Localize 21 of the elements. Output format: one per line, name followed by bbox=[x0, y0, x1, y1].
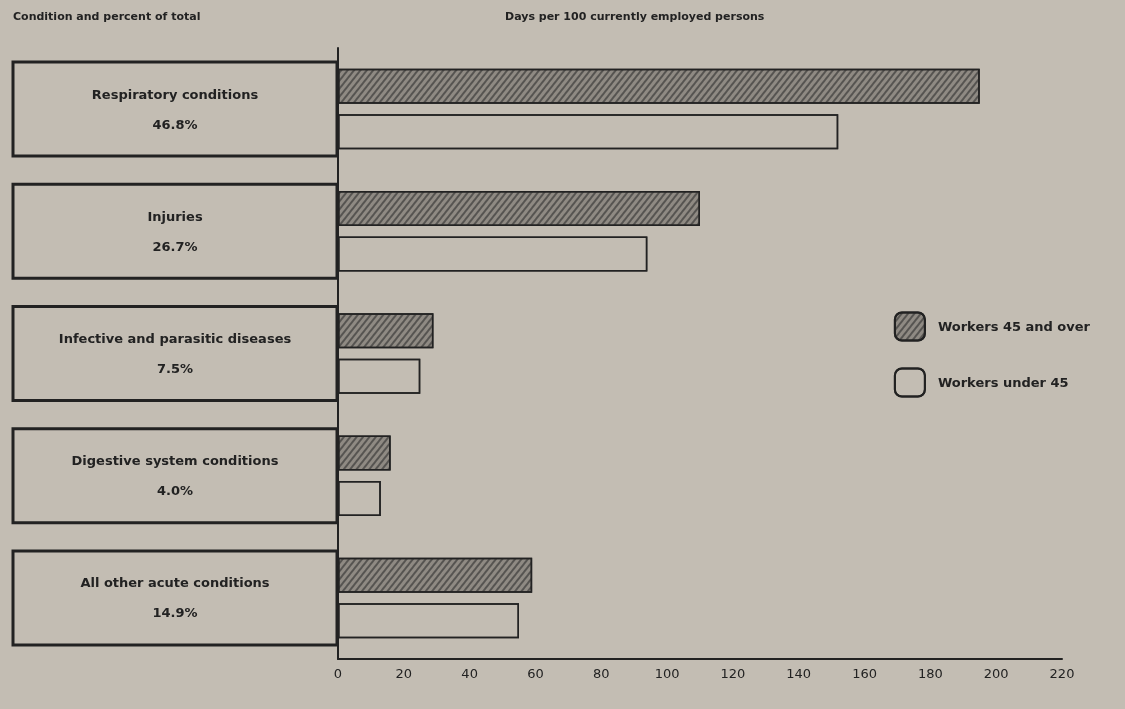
y-tick-label: All other acute conditions 14.9% bbox=[80, 575, 270, 621]
x-tick-label: 20 bbox=[395, 666, 413, 681]
y-tick-label: Digestive system conditions 4.0% bbox=[71, 453, 279, 499]
legend-label: Workers 45 and over bbox=[937, 319, 1091, 334]
x-tick-label: 180 bbox=[917, 666, 943, 681]
x-tick-label: 100 bbox=[654, 666, 680, 681]
y-tick-label: Respiratory conditions 46.8% bbox=[91, 86, 259, 132]
x-tick-label: 40 bbox=[461, 666, 478, 681]
x-tick-label: 80 bbox=[593, 666, 610, 681]
x-tick-label: 200 bbox=[983, 666, 1009, 681]
legend-label: Workers under 45 bbox=[937, 375, 1069, 390]
x-tick-label: 60 bbox=[527, 666, 544, 681]
x-tick-label: 160 bbox=[852, 666, 877, 681]
y-tick-label: Injuries 26.7% bbox=[147, 208, 203, 254]
y-tick-label: Infective and parasitic diseases 7.5% bbox=[58, 331, 292, 376]
x-tick-label: 0 bbox=[333, 666, 343, 681]
x-tick-label: 220 bbox=[1049, 666, 1075, 681]
x-tick-label: 140 bbox=[786, 666, 812, 681]
x-axis-title: Days per 100 currently employed persons bbox=[505, 10, 765, 23]
y-axis-title: Condition and percent of total bbox=[13, 10, 201, 23]
x-tick-label: 120 bbox=[720, 666, 746, 681]
